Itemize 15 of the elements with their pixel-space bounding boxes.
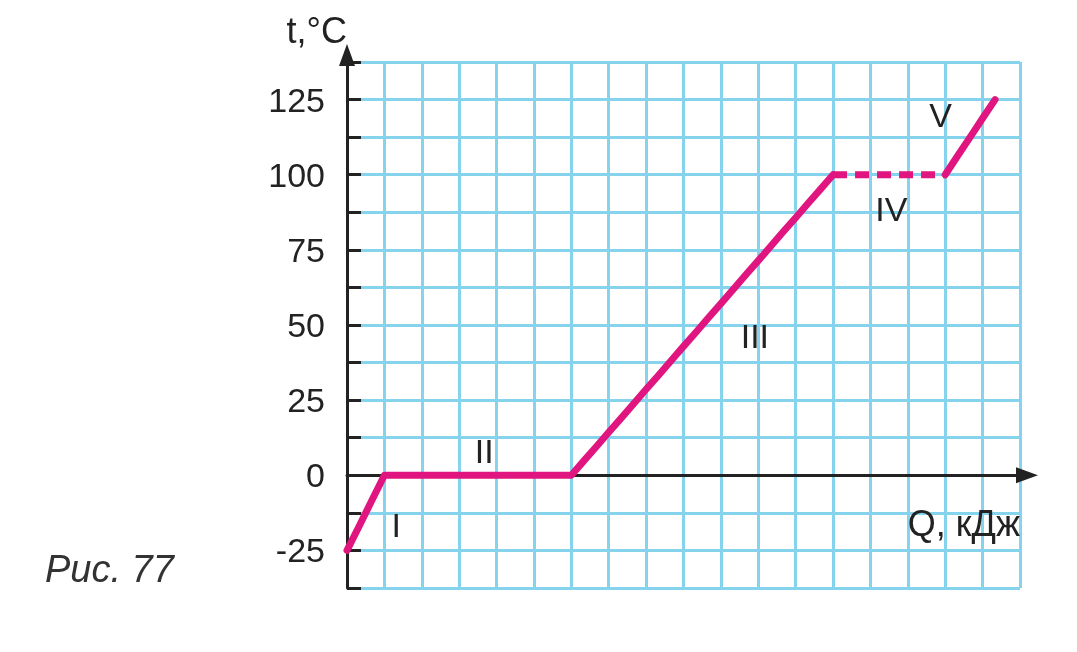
annotation: III [740,316,770,355]
y-tick-label: 100 [268,155,325,194]
annotation: IV [875,190,908,229]
y-tick-label: -25 [275,531,325,570]
y-axis-title: t,°C [286,9,347,51]
text: Рис. 77 [45,548,176,590]
annotation: II [474,432,494,471]
y-tick-label: 75 [287,230,325,269]
y-tick-label: 0 [306,456,325,495]
y-tick-label: 125 [268,80,325,119]
x-axis-title: Q, кДж [907,502,1020,544]
y-tick-label: 50 [287,306,325,344]
annotation: V [929,95,953,134]
y-tick-label: 25 [287,381,325,420]
annotation: I [391,505,401,544]
